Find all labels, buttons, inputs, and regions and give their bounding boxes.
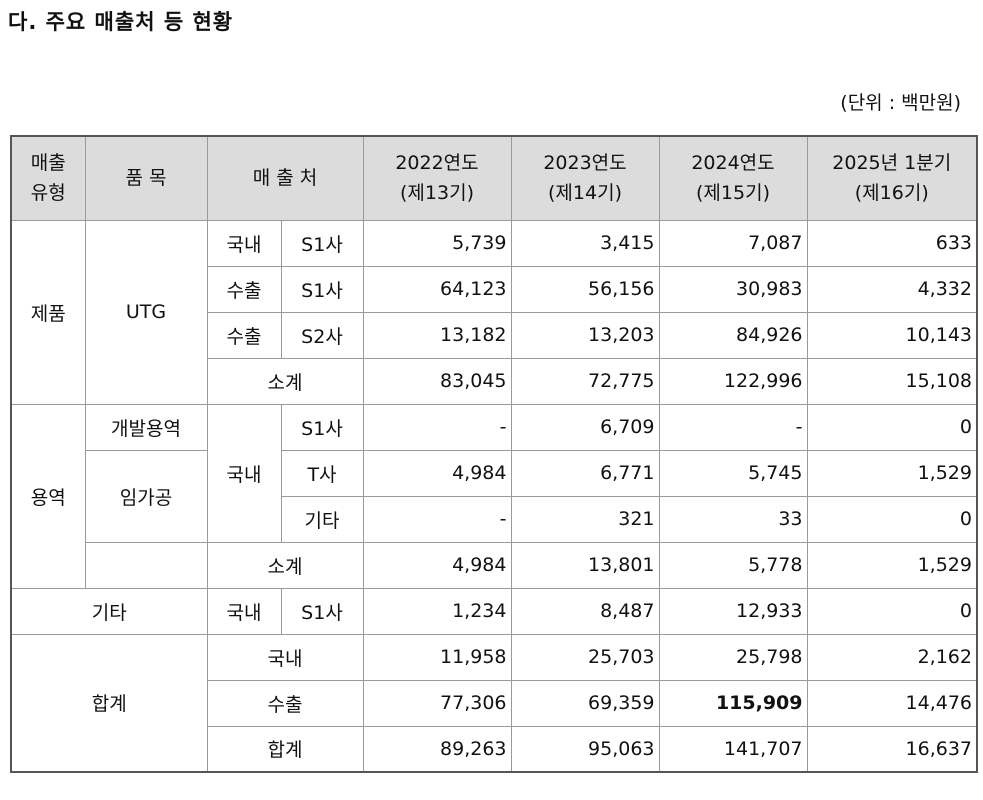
value-cell: 1,529 (806, 541, 978, 589)
section-heading: 다. 주요 매출처 등 현황 (8, 10, 234, 34)
value-cell: - (362, 495, 512, 543)
total-row: 합계 국내 11,958 25,703 25,798 2,162 (10, 633, 978, 773)
header-year-2025q1: 2025년 1분기 (제16기) (806, 135, 978, 221)
customer-cell: 기타 (280, 495, 364, 543)
value-cell: 3,415 (510, 219, 660, 267)
value-cell: 64,123 (362, 265, 512, 313)
sales-type-total: 합계 (10, 633, 208, 773)
region-cell: 국내 (206, 219, 282, 267)
value-cell: 0 (806, 495, 978, 543)
value-cell: 25,703 (510, 633, 660, 681)
value-cell: 8,487 (510, 587, 660, 635)
value-cell: 25,798 (658, 633, 808, 681)
value-cell: 13,801 (510, 541, 660, 589)
item-dev-service: 개발용역 (84, 403, 208, 451)
value-cell: 14,476 (806, 679, 978, 727)
table-row: 수출 S2사 13,182 13,203 84,926 10,143 (11, 311, 978, 359)
table-row: 기타 국내 S1사 1,234 8,487 12,933 0 (10, 587, 978, 635)
value-cell: - (362, 403, 512, 451)
value-cell: 13,182 (362, 311, 512, 359)
header-year-2024: 2024연도 (제15기) (658, 135, 808, 221)
value-cell: 89,263 (362, 725, 512, 773)
value-cell: 321 (510, 495, 660, 543)
value-cell: 13,203 (510, 311, 660, 359)
value-cell: 2,162 (806, 633, 978, 681)
value-cell: 4,332 (806, 265, 978, 313)
total-row-label: 수출 (206, 679, 364, 727)
value-cell: 16,637 (806, 725, 978, 773)
value-cell: 83,045 (362, 357, 512, 405)
value-cell: 15,108 (806, 357, 978, 405)
value-cell: 1,529 (806, 449, 978, 497)
value-cell: 95,063 (510, 725, 660, 773)
header-customer: 매 출 처 (206, 135, 364, 221)
value-cell: 4,984 (362, 449, 512, 497)
value-cell: 69,359 (510, 679, 660, 727)
value-cell: 5,778 (658, 541, 808, 589)
value-cell: 12,933 (658, 587, 808, 635)
item-utg: UTG (84, 219, 208, 405)
table-row: 수출 S1사 64,123 56,156 30,983 4,332 (11, 265, 978, 313)
total-row-label: 국내 (206, 633, 364, 681)
region-cell: 국내 (206, 587, 282, 635)
value-cell: 72,775 (510, 357, 660, 405)
subtotal-row: 소계 4,984 13,801 5,778 1,529 (11, 541, 978, 589)
customer-cell: S1사 (280, 265, 364, 313)
customer-cell: S1사 (280, 219, 364, 267)
value-cell: 0 (806, 403, 978, 451)
customer-cell: S2사 (280, 311, 364, 359)
value-cell: 5,739 (362, 219, 512, 267)
value-cell: - (658, 403, 808, 451)
value-cell: 30,983 (658, 265, 808, 313)
customer-cell: S1사 (280, 587, 364, 635)
unit-note: (단위 : 백만원) (840, 92, 961, 114)
sales-type-service: 용역 (10, 403, 86, 589)
value-cell: 141,707 (658, 725, 808, 773)
value-cell: 7,087 (658, 219, 808, 267)
value-cell: 5,745 (658, 449, 808, 497)
total-row: 합계 89,263 95,063 141,707 16,637 (11, 725, 978, 773)
table-row: 용역 개발용역 국내 S1사 - 6,709 - 0 (10, 403, 978, 589)
value-cell: 77,306 (362, 679, 512, 727)
value-cell-highlighted: 115,909 (658, 679, 808, 727)
header-row: 매출 유형 품 목 매 출 처 2022연도 (제13기) 2023연도 (제14기)… (10, 135, 978, 221)
sales-type-product: 제품 (10, 219, 86, 405)
subtotal-label: 소계 (206, 541, 364, 589)
value-cell: 56,156 (510, 265, 660, 313)
value-cell: 0 (806, 587, 978, 635)
region-cell: 수출 (206, 265, 282, 313)
customer-cell: T사 (280, 449, 364, 497)
sales-type-other: 기타 (10, 587, 208, 635)
item-processing: 임가공 (84, 449, 208, 543)
subtotal-label: 소계 (206, 357, 364, 405)
header-year-2023: 2023연도 (제14기) (510, 135, 660, 221)
value-cell: 10,143 (806, 311, 978, 359)
total-row-label: 합계 (206, 725, 364, 773)
header-year-2022: 2022연도 (제13기) (362, 135, 512, 221)
value-cell: 6,709 (510, 403, 660, 451)
sales-table: 매출 유형 품 목 매 출 처 2022연도 (제13기) 2023연도 (제14기)… (10, 135, 978, 773)
region-cell: 수출 (206, 311, 282, 359)
value-cell: 84,926 (658, 311, 808, 359)
header-item: 품 목 (84, 135, 208, 221)
value-cell: 1,234 (362, 587, 512, 635)
value-cell: 633 (806, 219, 978, 267)
value-cell: 33 (658, 495, 808, 543)
value-cell: 4,984 (362, 541, 512, 589)
header-sales-type: 매출 유형 (10, 135, 86, 221)
subtotal-row: 소계 83,045 72,775 122,996 15,108 (11, 357, 978, 405)
table-row: 제품 UTG 국내 S1사 5,739 3,415 7,087 633 (10, 219, 978, 405)
value-cell: 6,771 (510, 449, 660, 497)
region-cell: 국내 (206, 403, 282, 543)
empty-cell (84, 541, 208, 589)
table-row: 임가공 T사 4,984 6,771 5,745 1,529 (11, 449, 978, 543)
customer-cell: S1사 (280, 403, 364, 451)
value-cell: 11,958 (362, 633, 512, 681)
value-cell: 122,996 (658, 357, 808, 405)
